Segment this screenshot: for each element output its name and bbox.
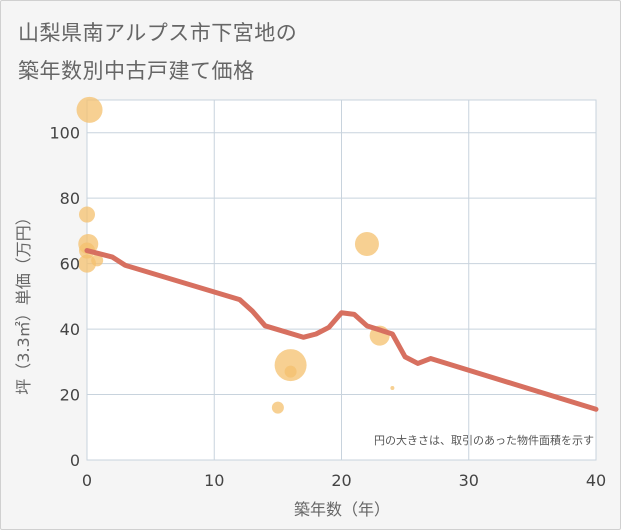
y-tick-label: 40 bbox=[60, 320, 80, 339]
y-tick-label: 20 bbox=[60, 386, 80, 405]
bubble-size-note: 円の大きさは、取引のあった物件面積を示す bbox=[374, 434, 594, 447]
data-bubble bbox=[390, 386, 395, 390]
data-bubble bbox=[354, 232, 379, 256]
data-bubble bbox=[284, 365, 297, 378]
chart-title-line-1: 山梨県南アルプス市下宮地の bbox=[18, 21, 298, 45]
plot-border bbox=[86, 99, 597, 461]
y-axis-label: 坪（3.3㎡）単価（万円） bbox=[14, 209, 33, 395]
x-tick-label: 40 bbox=[586, 471, 606, 490]
trend-line bbox=[84, 248, 599, 412]
x-axis-label: 築年数（年） bbox=[293, 500, 391, 519]
y-tick-label: 60 bbox=[60, 255, 80, 274]
x-tick-label: 10 bbox=[204, 471, 224, 490]
bubble-layer bbox=[76, 96, 395, 414]
x-tick-label: 0 bbox=[82, 471, 92, 490]
chart-title-line-2: 築年数別中古戸建て価格 bbox=[18, 59, 255, 83]
data-bubble bbox=[274, 349, 307, 382]
x-tick-label: 30 bbox=[459, 471, 479, 490]
y-tick-label: 80 bbox=[60, 189, 80, 208]
y-tick-label: 0 bbox=[70, 451, 80, 470]
data-bubble bbox=[76, 96, 103, 123]
data-bubble bbox=[79, 206, 95, 223]
x-tick-label: 20 bbox=[331, 471, 351, 490]
grid-lines bbox=[86, 99, 597, 461]
data-bubble bbox=[91, 254, 104, 267]
y-tick-label: 100 bbox=[49, 124, 80, 143]
tick-labels: 0 10 20 30 40 0 20 40 60 80 100 bbox=[49, 124, 606, 490]
data-bubble bbox=[271, 401, 284, 414]
